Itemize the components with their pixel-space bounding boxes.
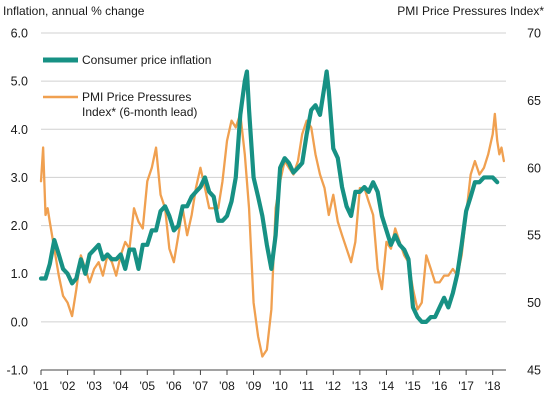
- x-tick-label: '01: [33, 379, 49, 393]
- x-tick-label: '06: [166, 379, 182, 393]
- x-tick-label: '17: [458, 379, 474, 393]
- x-tick-label: '15: [405, 379, 421, 393]
- series-line-cpi: [38, 69, 500, 324]
- left-tick-label: 3.0: [11, 171, 28, 185]
- x-tick-label: '02: [60, 379, 76, 393]
- x-tick-label: '08: [219, 379, 235, 393]
- left-axis-tick-labels: -1.0 0.0 1.0 2.0 3.0 4.0 5.0 6.0: [6, 27, 28, 378]
- legend: Consumer price inflation PMI Price Press…: [43, 53, 211, 119]
- x-tick-label: '11: [299, 379, 314, 393]
- right-tick-label: 55: [527, 229, 541, 243]
- x-tick-label: '18: [485, 379, 501, 393]
- x-axis-tick-labels: '01 '02 '03 '04 '05 '06 '07 '08 '09 '10 '11 '12 '13 '…: [33, 379, 501, 393]
- x-tick-label: '09: [246, 379, 262, 393]
- x-tick-label: '16: [432, 379, 448, 393]
- left-tick-label: 2.0: [11, 219, 28, 233]
- x-tick-label: '03: [86, 379, 102, 393]
- right-axis-tick-labels: 45 50 55 60 65 70: [527, 27, 541, 378]
- right-tick-label: 50: [527, 296, 541, 310]
- x-tick-label: '04: [113, 379, 129, 393]
- x-tick-label: '12: [325, 379, 341, 393]
- x-tick-label: '13: [352, 379, 368, 393]
- axes: [40, 369, 506, 375]
- series-line-pmi: [39, 112, 506, 358]
- left-tick-label: 5.0: [11, 75, 28, 89]
- series-lines: [38, 69, 506, 358]
- left-tick-label: 4.0: [11, 123, 28, 137]
- left-tick-label: 0.0: [11, 315, 28, 329]
- x-tick-label: '05: [139, 379, 155, 393]
- x-tick-label: '07: [193, 379, 209, 393]
- gridlines: [41, 32, 506, 323]
- right-tick-label: 70: [527, 27, 541, 41]
- right-axis-title: PMI Price Pressures Index*: [397, 4, 544, 18]
- x-tick-label: '14: [379, 379, 395, 393]
- right-tick-label: 65: [527, 94, 541, 108]
- left-tick-label: 1.0: [11, 267, 28, 281]
- legend-label-cpi: Consumer price inflation: [82, 53, 211, 67]
- left-tick-label: -1.0: [6, 364, 28, 378]
- left-tick-label: 6.0: [11, 27, 28, 41]
- right-tick-label: 45: [527, 364, 541, 378]
- left-axis-title: Inflation, annual % change: [3, 4, 145, 18]
- legend-label-pmi: PMI Price Pressures Index* (6-month lead): [82, 90, 197, 119]
- x-tick-label: '10: [272, 379, 288, 393]
- right-tick-label: 60: [527, 161, 541, 175]
